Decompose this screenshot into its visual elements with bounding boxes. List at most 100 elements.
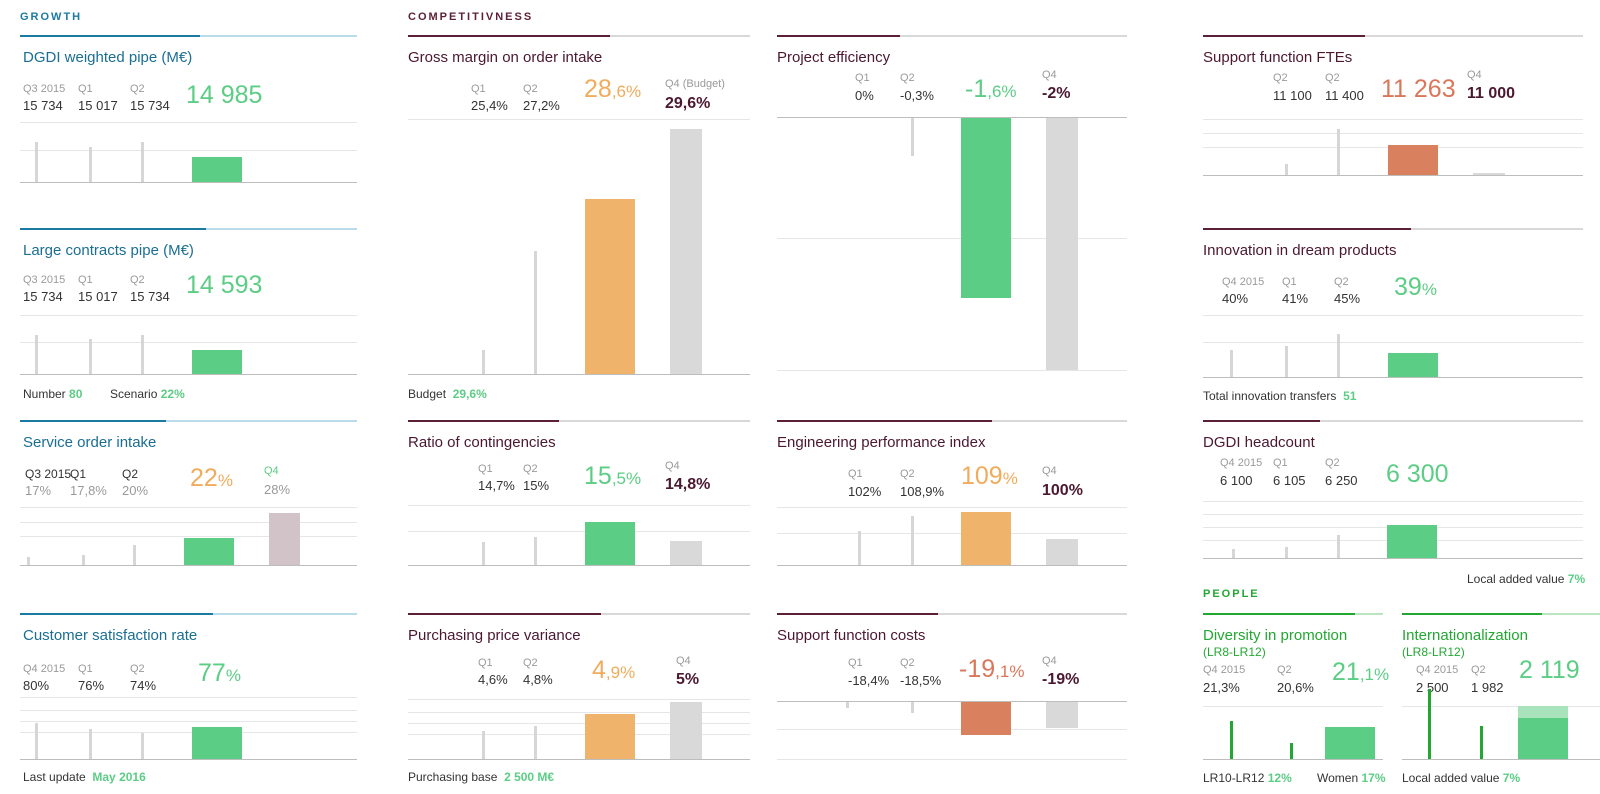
q-value: 17% [25, 483, 52, 498]
card-engineering-performance[interactable]: Engineering performance index Q1 102% Q2… [777, 420, 1127, 570]
bar-current [1325, 727, 1375, 759]
card-subtitle: (LR8-LR12) [1402, 645, 1465, 659]
q-value: 40% [1222, 291, 1249, 306]
bar-q2 [1337, 334, 1340, 377]
target-label: Q4 [1042, 69, 1057, 81]
q-label: Q1 [1282, 276, 1297, 288]
q-value: 20% [122, 483, 149, 498]
bar-q1 [1285, 346, 1288, 377]
card-diversity-in-promotion[interactable]: Diversity in promotion (LR8-LR12) Q4 201… [1203, 613, 1389, 793]
q-label: Q1 [855, 72, 870, 84]
q-label: Q1 [78, 663, 93, 675]
bar-current [961, 702, 1011, 735]
target-label: Q4 [264, 465, 279, 477]
card-service-order-intake[interactable]: Service order intake Q3 2015 17% Q1 17,8… [20, 420, 357, 570]
q-value: 80% [23, 678, 50, 693]
bar-q1 [858, 531, 861, 565]
card-gross-margin[interactable]: Gross margin on order intake Q1 25,4% Q2… [408, 35, 750, 405]
footer-lr10-lr12: LR10-LR12 12% [1203, 771, 1292, 785]
q-value: 11 100 [1273, 88, 1312, 103]
q-value: 2 500 [1416, 680, 1449, 695]
target-value: 11 000 [1467, 85, 1516, 102]
q-value: 76% [78, 678, 105, 693]
q-value: 0% [855, 88, 874, 103]
q-label: Q1 [70, 467, 87, 481]
bar-current [192, 157, 242, 182]
q-label: Q2 [130, 274, 145, 286]
q-label: Q1 [471, 83, 486, 95]
current-value: 77% [198, 659, 241, 687]
q-value: 102% [848, 484, 882, 499]
q-value: 15% [523, 478, 550, 493]
card-ratio-of-contingencies[interactable]: Ratio of contingencies Q1 14,7% Q2 15% 1… [408, 420, 750, 570]
q-label: Q3 2015 [25, 467, 72, 481]
card-project-efficiency[interactable]: Project efficiency Q1 0% Q2 -0,3% -1,6% … [777, 35, 1127, 375]
q-label: Q2 [900, 657, 915, 669]
q-label: Q1 [478, 463, 493, 475]
bar-current [961, 512, 1011, 565]
bar-q2 [911, 118, 914, 156]
q-label: Q2 [1277, 664, 1292, 676]
q-value: 41% [1282, 291, 1309, 306]
card-title: Support function costs [777, 627, 926, 644]
bar-target [269, 513, 300, 565]
bar-q3-2015 [35, 142, 38, 182]
footer-number: Number 80 [23, 387, 83, 401]
bar-q4-2015 [35, 723, 38, 759]
card-title: Large contracts pipe (M€) [23, 242, 194, 259]
q-label: Q4 2015 [1220, 457, 1263, 469]
bar-target [670, 702, 702, 759]
card-dgdi-weighted-pipe[interactable]: DGDI weighted pipe (M€) Q3 2015 15 734 Q… [20, 35, 357, 185]
bar-q2 [911, 516, 914, 565]
card-title: Internationalization [1402, 627, 1528, 644]
current-value: 2 119 [1519, 656, 1580, 684]
card-title: Innovation in dream products [1203, 242, 1397, 259]
target-label: Q4 [1467, 69, 1482, 81]
bar-q1 [89, 147, 92, 182]
current-value: 6 300 [1386, 460, 1449, 488]
target-value: -2% [1042, 85, 1071, 102]
current-value: 28,6% [584, 75, 642, 103]
bar-target [670, 129, 702, 374]
target-value: 29,6% [665, 95, 711, 112]
card-innovation-dream-products[interactable]: Innovation in dream products Q4 2015 40%… [1203, 228, 1583, 408]
q-value: 108,9% [900, 484, 945, 499]
bar-current [1387, 525, 1437, 558]
current-value: -1,6% [965, 75, 1017, 103]
q-value: 15 017 [78, 98, 118, 113]
q-label: Q1 [848, 657, 863, 669]
current-value: 109% [961, 462, 1018, 490]
bar-current [1518, 718, 1568, 759]
bar-current [1388, 353, 1438, 377]
card-large-contracts-pipe[interactable]: Large contracts pipe (M€) Q3 2015 15 734… [20, 228, 357, 408]
q-value: 11 400 [1325, 88, 1364, 103]
card-support-function-costs[interactable]: Support function costs Q1 -18,4% Q2 -18,… [777, 613, 1127, 763]
bar-q3-2015 [27, 557, 30, 565]
bar-q1 [482, 350, 485, 374]
bar-q2 [133, 545, 136, 565]
q-value: 27,2% [523, 98, 560, 113]
footer-last-update: Last update May 2016 [23, 770, 146, 784]
q-value: 15 017 [78, 289, 118, 304]
bar-q1 [482, 731, 485, 759]
q-value: -18,4% [848, 673, 890, 688]
card-dgdi-headcount[interactable]: DGDI headcount Q4 2015 6 100 Q1 6 105 Q2… [1203, 420, 1585, 588]
q-value: 15 734 [23, 289, 63, 304]
q-value: -0,3% [900, 88, 934, 103]
q-label: Q2 [122, 467, 139, 481]
card-subtitle: (LR8-LR12) [1203, 645, 1266, 659]
card-internationalization[interactable]: Internationalization (LR8-LR12) Q4 2015 … [1402, 613, 1600, 793]
bar-q1 [89, 729, 92, 759]
card-purchasing-price-variance[interactable]: Purchasing price variance Q1 4,6% Q2 4,8… [408, 613, 750, 793]
bar-q2 [1290, 743, 1293, 759]
bar-current [192, 350, 242, 374]
q-label: Q1 [78, 83, 93, 95]
q-label: Q2 [130, 83, 145, 95]
q-label: Q1 [78, 274, 93, 286]
q-label: Q2 [523, 657, 538, 669]
card-customer-satisfaction[interactable]: Customer satisfaction rate Q4 2015 80% Q… [20, 613, 357, 793]
card-support-function-ftes[interactable]: Support function FTEs Q2 11 100 Q2 11 40… [1203, 35, 1583, 185]
bar-current [1388, 145, 1438, 175]
q-label: Q2 [1334, 276, 1349, 288]
q-value: 15 734 [130, 289, 170, 304]
